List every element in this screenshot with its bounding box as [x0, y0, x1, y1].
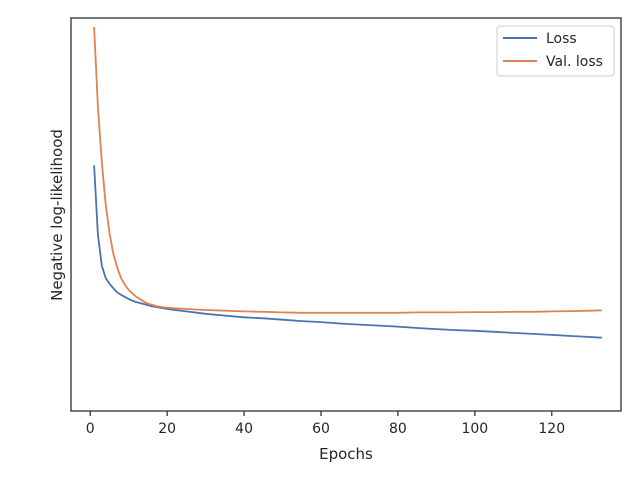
- x-tick-label: 0: [86, 421, 95, 437]
- series-layer: [93, 26, 602, 339]
- plot-area-frame: [70, 17, 622, 412]
- x-tick-label: 100: [461, 421, 488, 437]
- x-tick-label: 20: [158, 421, 176, 437]
- legend: Loss Val. loss: [496, 25, 615, 77]
- x-axis-label: Epochs: [319, 445, 373, 463]
- x-tick-label: 60: [312, 421, 330, 437]
- legend-label-loss: Loss: [546, 31, 577, 47]
- series-line-val-loss: [93, 26, 602, 314]
- series-line-loss: [93, 165, 602, 339]
- x-axis-ticks: 0 20 40 60 80 100 120: [86, 411, 565, 437]
- legend-label-val-loss: Val. loss: [546, 54, 603, 70]
- x-tick-label: 120: [538, 421, 565, 437]
- x-tick-label: 40: [235, 421, 253, 437]
- x-tick-label: 80: [389, 421, 407, 437]
- y-axis-label: Negative log-likelihood: [48, 129, 66, 301]
